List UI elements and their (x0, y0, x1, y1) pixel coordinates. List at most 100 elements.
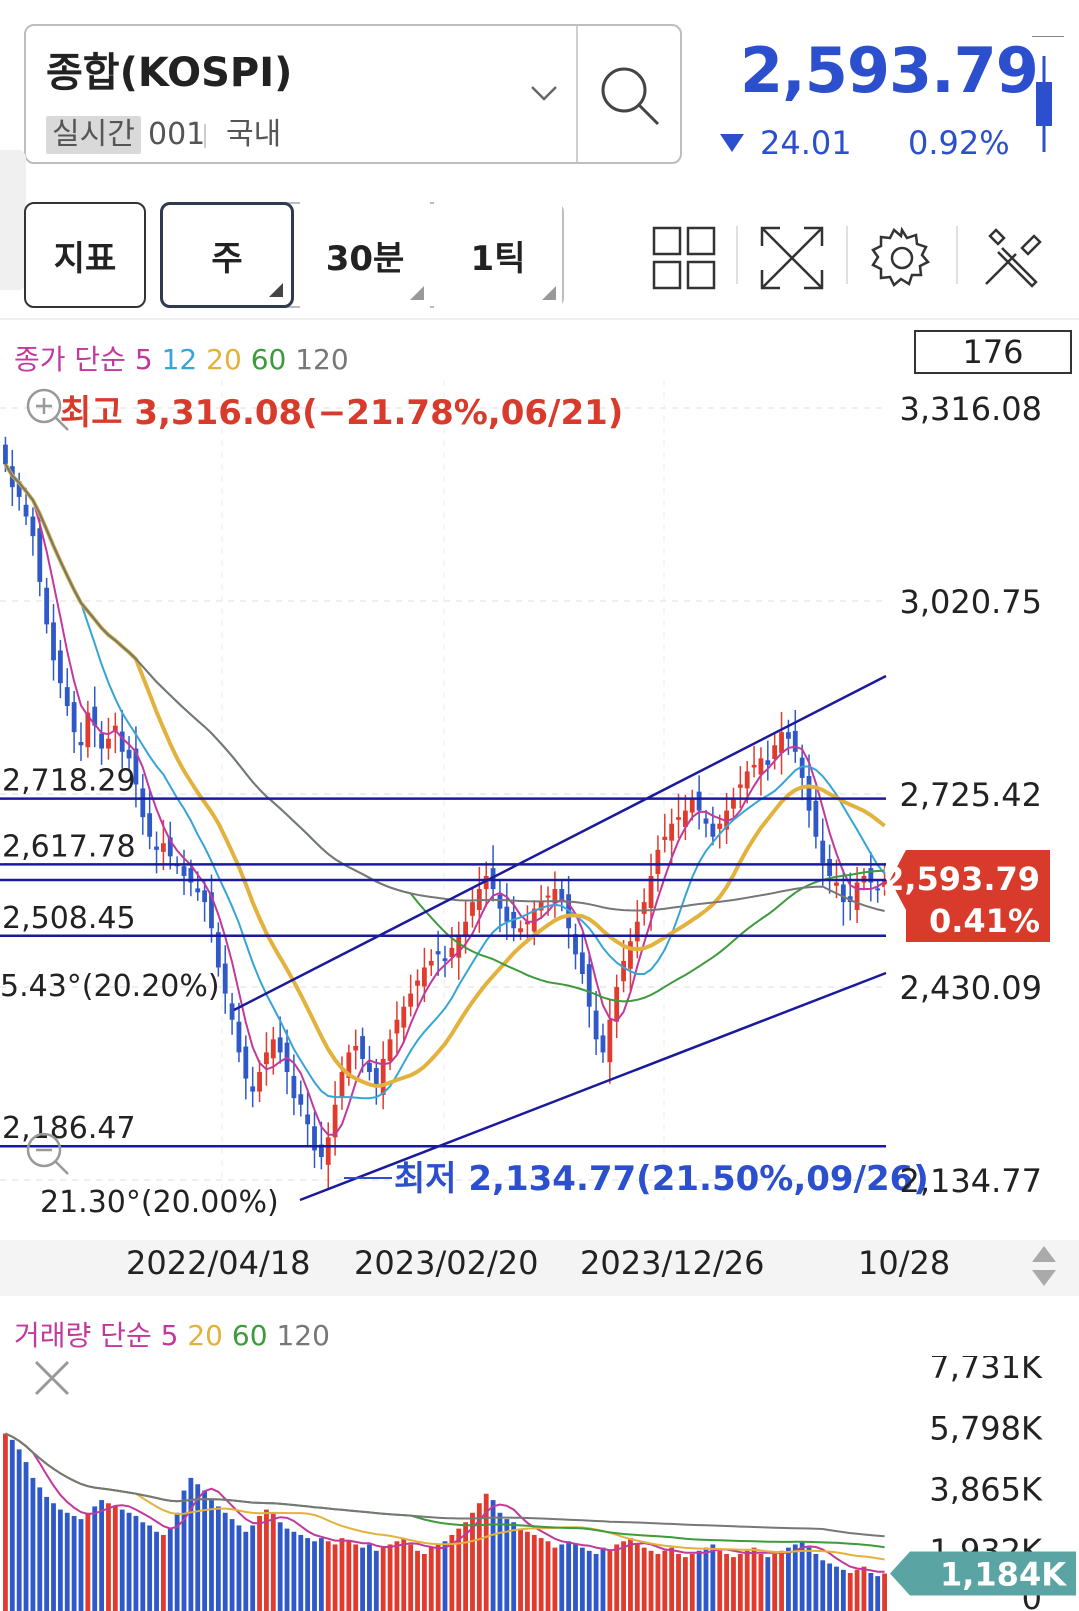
tools-icon[interactable] (976, 222, 1048, 294)
candle-body (483, 875, 489, 890)
tab-1tick[interactable]: 1틱 (434, 202, 562, 308)
volume-bar (339, 1538, 345, 1611)
moving-average-line-12 (4, 463, 886, 1100)
candle-body (126, 749, 132, 759)
vma-120-label: 120 (276, 1319, 330, 1352)
candle-body (648, 875, 654, 908)
volume-bar (696, 1550, 702, 1611)
volume-bar (99, 1500, 104, 1611)
volume-bar (380, 1547, 386, 1611)
volume-ma-line-20 (4, 1432, 885, 1561)
volume-bar (765, 1557, 771, 1611)
tab-30min[interactable]: 30분 (300, 202, 430, 308)
candle-body (792, 730, 798, 752)
candle-body (875, 888, 881, 891)
candle-body (44, 587, 50, 625)
drawer-handle[interactable] (0, 150, 26, 290)
volume-bar (586, 1550, 592, 1611)
y-tick-label: 3,316.08 (900, 390, 1043, 428)
fullscreen-icon[interactable] (756, 222, 828, 294)
candle-body (840, 884, 846, 903)
volume-bar (360, 1547, 365, 1611)
volume-bar (195, 1484, 201, 1611)
price-chart[interactable]: 2,718.29 2,617.78 2,508.45 2,186.47 5.43°(20… (0, 380, 1079, 1240)
volume-bar (813, 1553, 819, 1611)
candle-body (99, 733, 104, 749)
volume-bar (634, 1544, 640, 1611)
volume-bar (531, 1534, 537, 1611)
candle-body (765, 760, 771, 765)
realtime-tag: 실시간 (46, 116, 141, 154)
candle-body (209, 892, 214, 929)
volume-bar (552, 1547, 558, 1611)
volume-bar (325, 1541, 331, 1611)
candle-body (154, 846, 159, 850)
candle-body (394, 1019, 400, 1034)
indicator-button[interactable]: 지표 (24, 202, 146, 308)
candle-body (421, 967, 427, 987)
volume-bar (147, 1525, 153, 1611)
volume-bar (689, 1553, 695, 1611)
search-icon[interactable] (596, 62, 666, 132)
moving-average-line-5 (4, 463, 886, 1136)
volume-bar (71, 1515, 77, 1611)
volume-bar (607, 1550, 613, 1611)
gear-icon[interactable] (866, 222, 938, 294)
candle-body (23, 504, 29, 517)
mini-candle-icon (1018, 35, 1064, 156)
candle-body (140, 788, 146, 818)
divider (736, 226, 738, 284)
x-tick-label: 10/28 (858, 1244, 951, 1282)
volume-bar (682, 1557, 688, 1611)
candle-body (689, 797, 695, 813)
volume-bar (861, 1566, 867, 1611)
volume-bar (463, 1522, 469, 1611)
volume-bar (64, 1512, 70, 1611)
horizontal-line-label: 2,508.45 (2, 901, 136, 936)
volume-bar (270, 1512, 276, 1611)
volume-bar (834, 1566, 839, 1611)
chevron-down-icon[interactable] (530, 80, 558, 110)
volume-bar (566, 1541, 572, 1611)
symbol-name[interactable]: 종합(KOSPI) (46, 50, 293, 96)
x-scroll-arrows-icon[interactable] (1030, 1244, 1058, 1293)
grid-icon[interactable] (648, 222, 720, 294)
candle-body (387, 1039, 393, 1061)
corner-triangle-icon (410, 286, 424, 300)
volume-bar (854, 1569, 860, 1611)
volume-bar (476, 1503, 482, 1611)
candle-body (744, 771, 750, 789)
volume-bar (367, 1544, 372, 1611)
volume-bar (229, 1519, 235, 1611)
candle-body (339, 1072, 345, 1097)
volume-bar (167, 1528, 173, 1611)
divider (576, 26, 578, 162)
volume-bar (126, 1512, 132, 1611)
volume-bar (751, 1547, 757, 1611)
candle-body (229, 1003, 235, 1020)
volume-bar (731, 1557, 736, 1611)
volume-bar (112, 1506, 118, 1611)
candle-body (449, 947, 455, 958)
candle-body (305, 1114, 311, 1125)
candle-body (731, 797, 736, 809)
candle-body (250, 1086, 256, 1092)
volume-bar (16, 1449, 22, 1611)
candle-body (820, 840, 826, 863)
volume-bar (806, 1547, 812, 1611)
candle-body (614, 987, 620, 1022)
volume-bar (827, 1563, 833, 1611)
candle-body (167, 837, 173, 857)
volume-bar (758, 1553, 764, 1611)
candle-body (779, 732, 784, 754)
tab-weekly[interactable]: 주 (160, 202, 294, 308)
candle-body (600, 1035, 606, 1053)
zoom-in-icon (36, 398, 69, 431)
volume-bar (628, 1538, 633, 1611)
candle-body (531, 908, 537, 932)
count-box[interactable]: 176 (914, 330, 1072, 374)
candle-body (827, 858, 833, 876)
x-axis[interactable] (0, 1240, 1079, 1296)
horizontal-line-label: 2,718.29 (2, 764, 136, 799)
